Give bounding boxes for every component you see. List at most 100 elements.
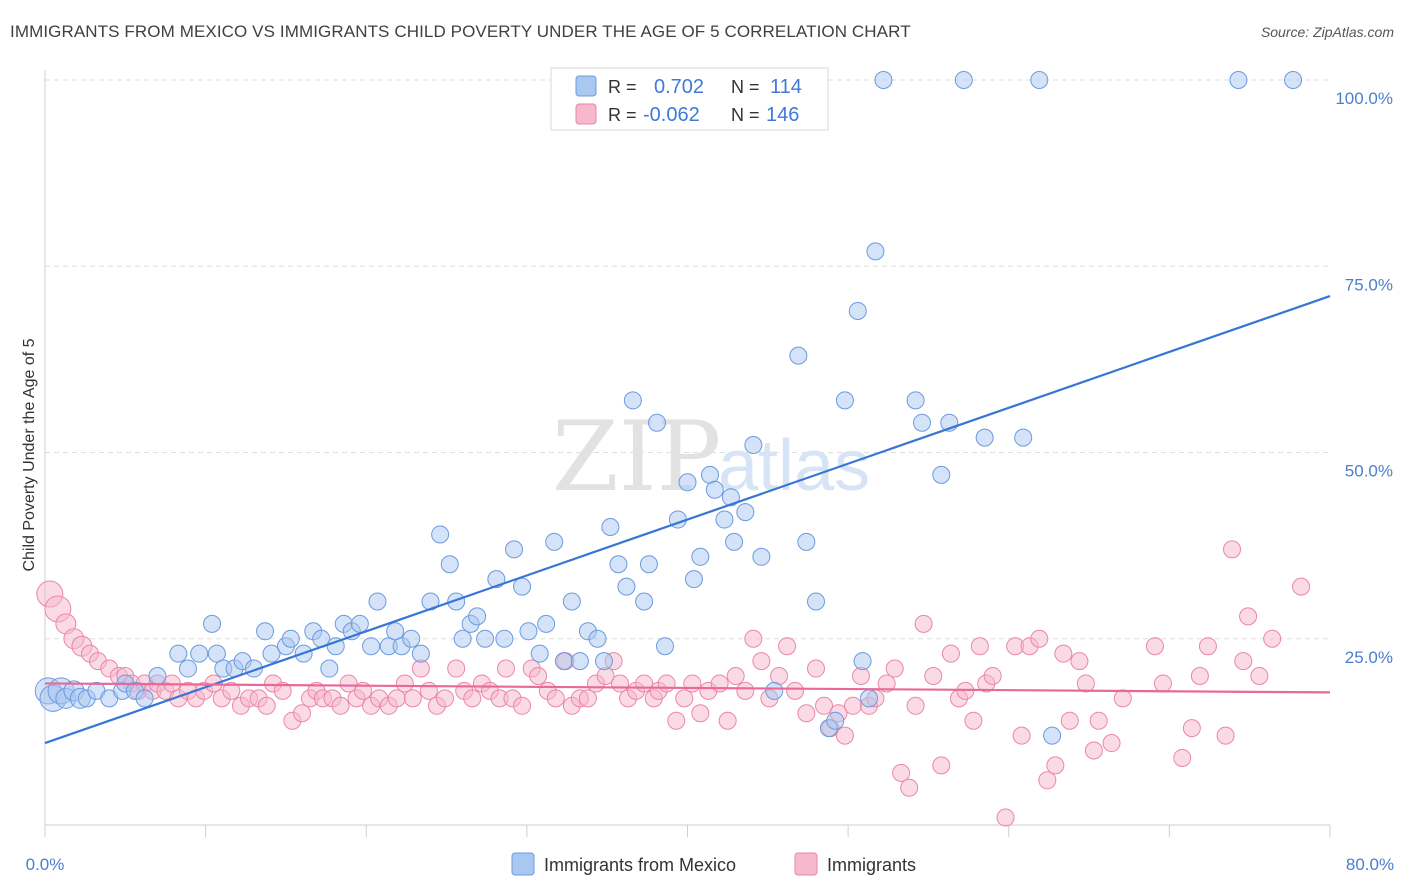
point-mexico-94 [866,242,885,261]
point-mexico-38 [386,622,405,641]
bottom-legend-label-mexico: Immigrants from Mexico [544,855,736,875]
point-mexico-75 [691,547,710,566]
point-immigrants-126 [1070,652,1089,671]
point-immigrants-131 [1113,689,1132,708]
point-mexico-101 [975,428,994,447]
point-mexico-66 [617,577,636,596]
point-immigrants-85 [736,681,755,700]
point-mexico-69 [639,555,658,574]
point-mexico-34 [350,614,369,633]
point-mexico-48 [468,607,487,626]
point-mexico-54 [519,622,538,641]
point-mexico-64 [601,518,620,536]
point-mexico-97 [913,413,932,432]
point-immigrants-79 [683,674,702,693]
point-mexico-55 [530,644,549,663]
point-immigrants-76 [657,674,676,693]
point-immigrants-138 [1216,726,1235,745]
point-immigrants-92 [797,704,816,723]
series-immigrants-points [36,540,1311,827]
point-immigrants-23 [222,681,241,700]
point-immigrants-52 [463,689,482,708]
point-mexico-78 [715,510,734,529]
point-immigrants-27 [257,696,276,715]
point-immigrants-102 [877,674,896,693]
point-mexico-91 [848,301,867,320]
point-immigrants-109 [932,756,951,775]
point-immigrants-143 [1263,629,1282,648]
point-mexico-53 [513,577,532,596]
point-mexico-52 [505,540,524,559]
point-immigrants-49 [435,689,454,708]
point-immigrants-136 [1190,667,1209,685]
point-mexico-60 [570,652,589,671]
point-mexico-41 [411,644,430,663]
point-immigrants-43 [387,689,406,708]
point-mexico-59 [562,592,581,611]
point-immigrants-142 [1250,667,1269,685]
point-immigrants-62 [546,689,565,708]
point-mexico-102 [1014,428,1033,447]
point-mexico-56 [537,614,556,633]
point-mexico-51 [495,629,514,648]
point-mexico-104 [1043,726,1062,745]
point-mexico-74 [684,570,703,589]
point-immigrants-77 [667,711,686,730]
point-immigrants-80 [691,704,710,723]
legend-swatch-pink [575,103,597,125]
point-mexico-45 [447,592,466,611]
point-immigrants-141 [1239,607,1258,626]
point-mexico-26 [281,629,300,648]
point-mexico-93 [860,689,879,708]
point-mexico-18 [207,644,226,663]
point-mexico-31 [326,637,345,656]
point-immigrants-117 [996,808,1015,827]
point-mexico-103 [1030,71,1049,89]
point-immigrants-50 [447,659,466,678]
y-tick-label-100: 100.0% [1335,89,1393,108]
point-immigrants-29 [273,681,292,700]
point-immigrants-103 [885,659,904,678]
x-ticks [44,825,1331,837]
bottom-legend-swatch-mexico [511,852,535,876]
x-tick-label-max: 80.0% [1346,855,1394,874]
point-immigrants-133 [1153,674,1172,693]
point-mexico-98 [932,465,951,484]
point-immigrants-44 [395,674,414,693]
point-immigrants-135 [1182,719,1201,738]
point-immigrants-129 [1089,711,1108,730]
y-tick-labels: 25.0% 50.0% 75.0% 100.0% [1335,89,1393,667]
point-immigrants-94 [815,696,834,715]
point-immigrants-98 [843,696,862,715]
point-mexico-73 [678,473,697,492]
point-immigrants-60 [529,667,548,685]
point-immigrants-37 [339,674,358,693]
point-immigrants-87 [752,652,771,671]
point-mexico-44 [440,555,459,574]
point-mexico-87 [807,592,825,611]
point-mexico-86 [797,532,816,551]
point-mexico-13 [148,667,167,685]
point-immigrants-116 [983,667,1002,685]
point-immigrants-124 [1054,644,1073,663]
point-mexico-23 [256,622,275,641]
point-immigrants-144 [1292,577,1311,596]
point-immigrants-127 [1076,674,1095,693]
legend-n-value-2: 146 [766,104,799,126]
series-mexico-points [34,71,1303,745]
point-mexico-68 [635,592,654,611]
point-immigrants-125 [1060,711,1079,730]
point-immigrants-31 [293,704,311,723]
legend-n-label-2: N = [731,105,760,125]
chart-title: IMMIGRANTS FROM MEXICO VS IMMIGRANTS CHI… [10,22,911,41]
point-mexico-71 [656,637,675,656]
point-immigrants-45 [403,689,422,708]
point-mexico-36 [368,592,387,611]
legend-r-label-2: R = [608,105,637,125]
point-immigrants-128 [1084,741,1103,760]
point-mexico-77 [705,480,724,499]
point-immigrants-121 [1030,629,1049,648]
point-mexico-15 [178,659,197,678]
point-mexico-14 [169,644,188,663]
